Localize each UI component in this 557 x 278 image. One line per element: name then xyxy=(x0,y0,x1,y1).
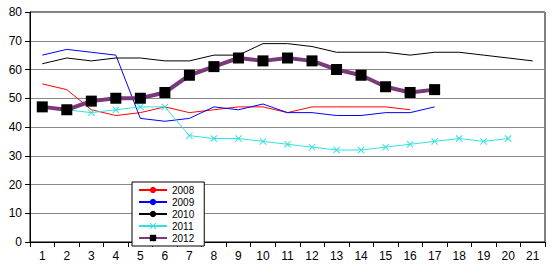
svg-text:13: 13 xyxy=(330,249,344,263)
svg-text:70: 70 xyxy=(9,34,23,48)
svg-text:20: 20 xyxy=(502,249,516,263)
svg-text:12: 12 xyxy=(305,249,319,263)
svg-text:2009: 2009 xyxy=(172,197,195,208)
svg-text:2012: 2012 xyxy=(172,233,195,244)
svg-text:11: 11 xyxy=(281,249,294,263)
svg-text:21: 21 xyxy=(526,249,540,263)
svg-text:10: 10 xyxy=(9,206,23,220)
svg-text:20: 20 xyxy=(9,178,23,192)
svg-text:3: 3 xyxy=(88,249,95,263)
svg-text:2: 2 xyxy=(63,249,70,263)
svg-text:9: 9 xyxy=(235,249,242,263)
svg-text:4: 4 xyxy=(112,249,119,263)
svg-text:18: 18 xyxy=(452,249,466,263)
svg-text:5: 5 xyxy=(137,249,144,263)
svg-text:80: 80 xyxy=(9,5,23,19)
svg-text:2008: 2008 xyxy=(172,185,195,196)
svg-text:30: 30 xyxy=(9,149,23,163)
svg-text:8: 8 xyxy=(211,249,218,263)
svg-text:0: 0 xyxy=(15,235,22,249)
svg-text:40: 40 xyxy=(9,120,23,134)
svg-text:2011: 2011 xyxy=(172,221,194,232)
svg-text:16: 16 xyxy=(403,249,417,263)
svg-text:6: 6 xyxy=(162,249,169,263)
svg-text:50: 50 xyxy=(9,91,23,105)
svg-text:19: 19 xyxy=(477,249,491,263)
svg-text:10: 10 xyxy=(256,249,270,263)
svg-text:1: 1 xyxy=(39,249,46,263)
svg-text:7: 7 xyxy=(186,249,193,263)
svg-text:15: 15 xyxy=(379,249,393,263)
svg-text:60: 60 xyxy=(9,63,23,77)
svg-text:2010: 2010 xyxy=(172,209,195,220)
svg-text:14: 14 xyxy=(354,249,368,263)
svg-text:17: 17 xyxy=(428,249,442,263)
